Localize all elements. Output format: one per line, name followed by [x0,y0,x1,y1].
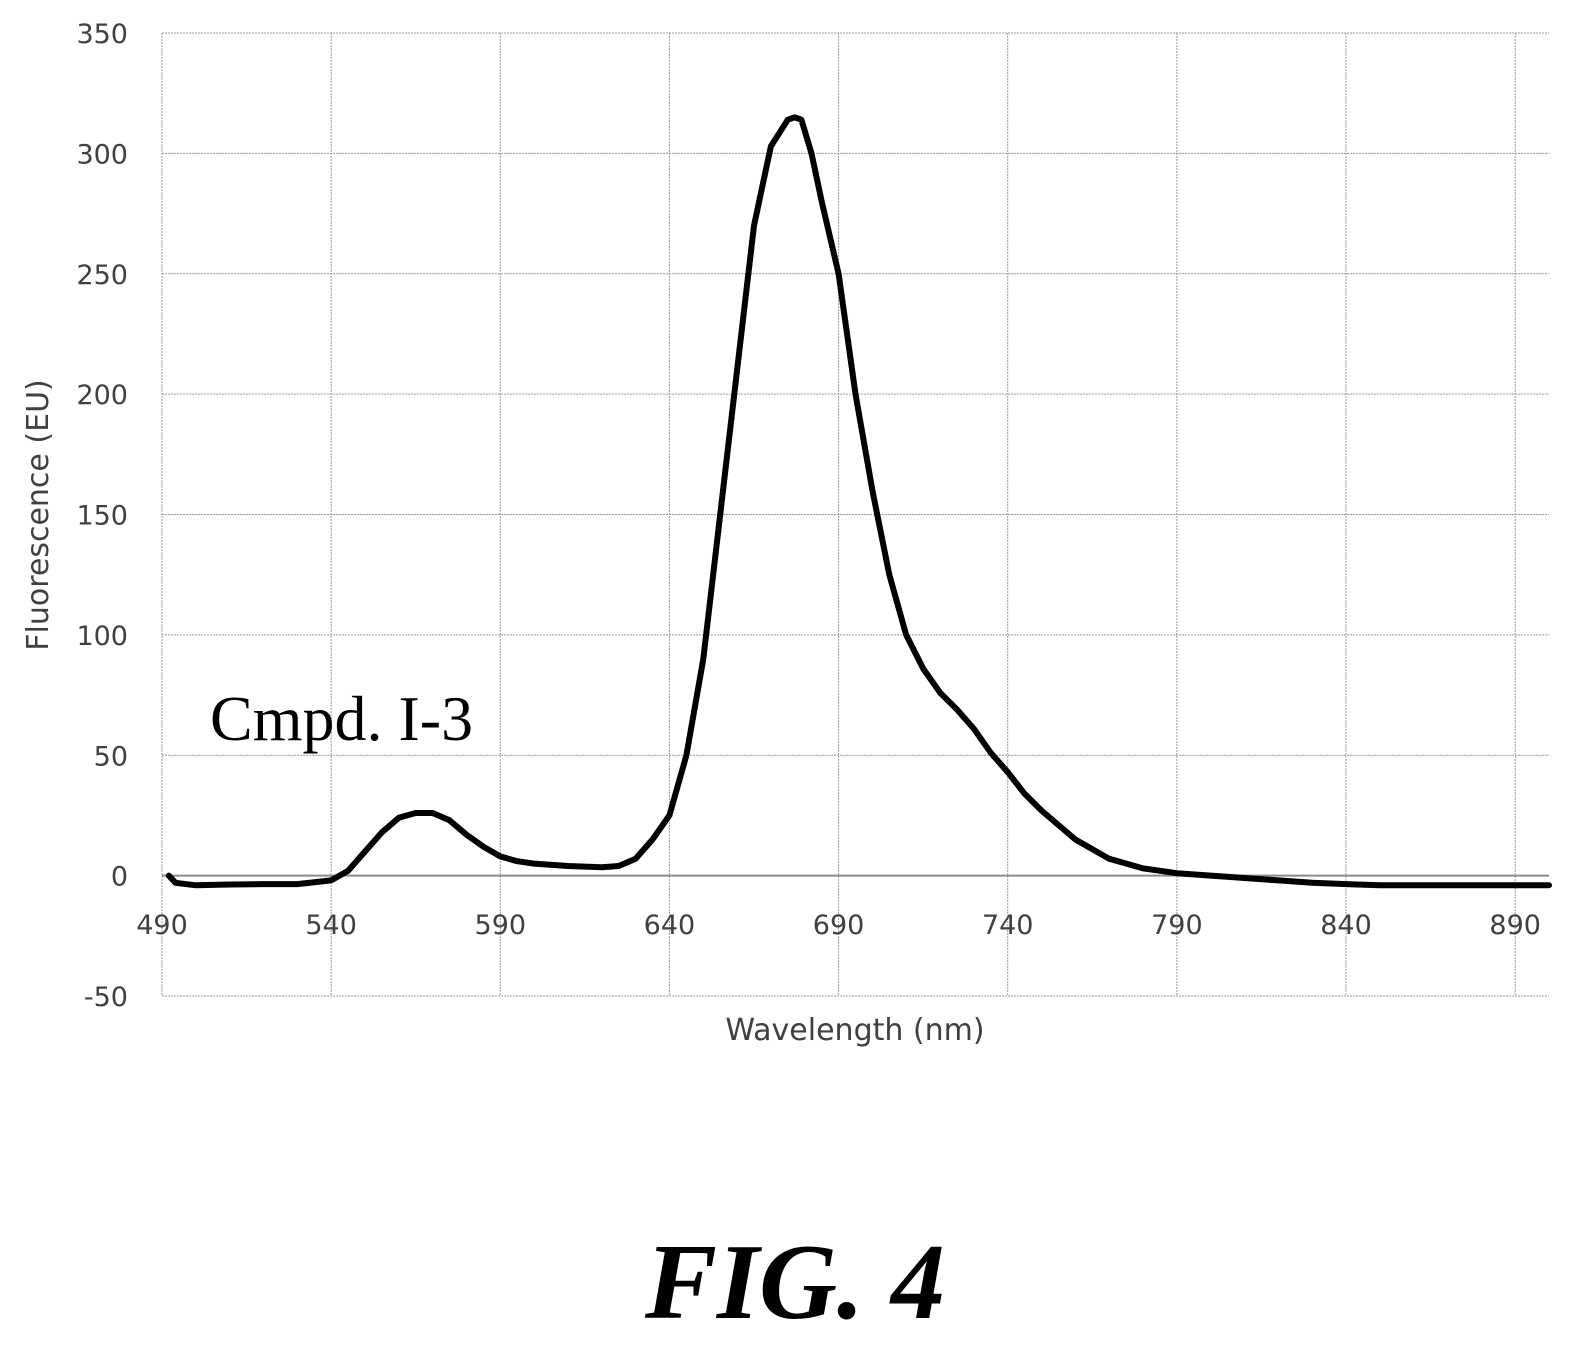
x-tick-label: 740 [982,910,1034,941]
figure-caption: FIG. 4 [644,1223,945,1342]
y-tick-label: 0 [111,862,128,893]
series-line-0 [165,114,1552,889]
y-tick-label: 50 [94,741,128,772]
x-tick-label: 840 [1320,910,1372,941]
y-axis-title: Fluorescence (EU) [21,379,56,651]
x-axis-title: Wavelength (nm) [725,1013,984,1048]
x-tick-label: 590 [475,910,527,941]
series-lines [165,114,1552,889]
x-tick-label: 490 [136,910,188,941]
y-tick-labels: -50 0 50 100 150 200 250 300 350 [76,19,128,1013]
y-tick-label: 250 [76,260,128,291]
gridlines [161,32,1549,997]
y-tick-label: 100 [76,621,128,652]
x-tick-label: 790 [1151,910,1203,941]
x-tick-label: 640 [644,910,696,941]
y-tick-label: 200 [76,380,128,411]
x-tick-label: 540 [305,910,357,941]
y-tick-label: 350 [76,19,128,50]
x-tick-label: 690 [813,910,865,941]
plot-area: 490 540 590 640 690 740 790 840 890 -50 0 50 100 150… [76,19,1552,1013]
chart-annotation: Cmpd. I-3 [210,683,473,754]
x-tick-label: 890 [1489,910,1541,941]
y-tick-label: 150 [76,501,128,532]
y-tick-label: 300 [76,139,128,170]
x-tick-labels: 490 540 590 640 690 740 790 840 890 [136,910,1541,941]
y-tick-label: -50 [84,982,128,1013]
